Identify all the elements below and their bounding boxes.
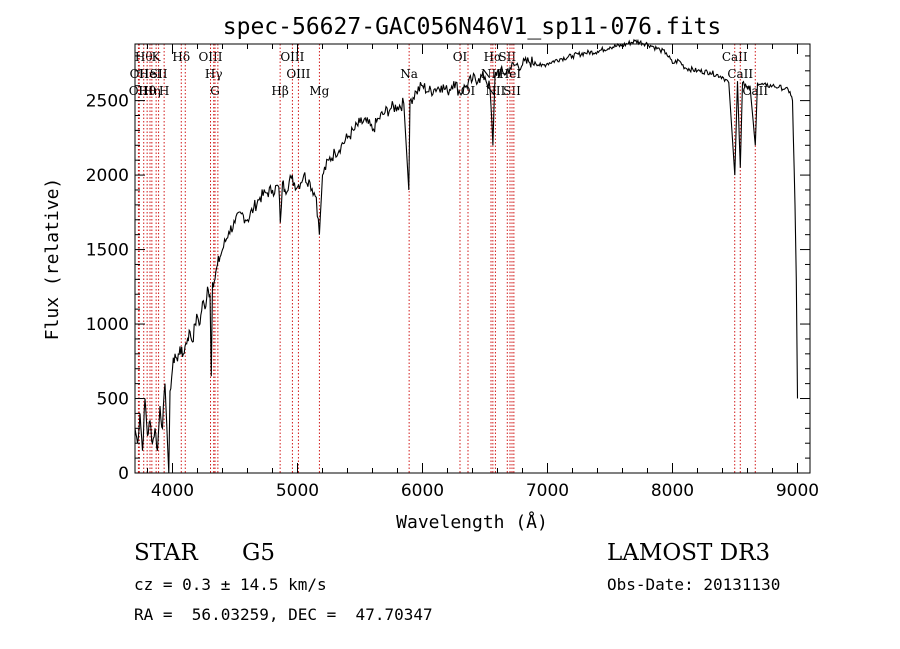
flux-series-line — [134, 38, 799, 474]
observation-date: Obs-Date: 20131130 — [607, 575, 781, 594]
object-type: STAR — [134, 540, 198, 566]
y-tick-label: 2000 — [86, 166, 129, 186]
coordinates: RA = 56.03259, DEC = 47.70347 — [134, 605, 433, 624]
x-tick-label: 8000 — [651, 481, 694, 501]
line-marker-label: OIII — [280, 50, 304, 64]
x-tick-label: 5000 — [276, 481, 319, 501]
x-tick-label: 9000 — [776, 481, 819, 501]
y-axis-label: Flux (relative) — [42, 178, 63, 341]
line-marker-label: Hθ — [135, 50, 153, 64]
line-marker-label: OI — [453, 50, 468, 64]
redshift-info: cz = 0.3 ± 14.5 km/s — [134, 575, 327, 594]
x-tick-label: 4000 — [151, 481, 194, 501]
line-marker-label: Hδ — [172, 50, 190, 64]
line-marker-label: NII — [481, 67, 501, 81]
x-tick-label: 6000 — [401, 481, 444, 501]
line-marker-label: OIII — [286, 67, 310, 81]
line-marker-label: CaII — [727, 67, 753, 81]
plot-frame — [134, 43, 811, 474]
y-tick-label: 500 — [97, 390, 129, 410]
x-tick-label: 7000 — [526, 481, 569, 501]
line-marker-label: SII — [498, 50, 516, 64]
line-marker-label: Mg — [309, 84, 329, 98]
y-tick-label: 2500 — [86, 92, 129, 112]
line-marker-label: HeI — [499, 67, 522, 81]
line-marker-label: Hα — [484, 50, 503, 64]
chart-title: spec-56627-GAC056N46V1_sp11-076.fits — [223, 14, 722, 40]
line-marker-label: Na — [400, 67, 418, 81]
line-marker-label: OIII — [198, 50, 222, 64]
y-tick-label: 1000 — [86, 315, 129, 335]
line-marker-label: SII — [503, 84, 521, 98]
x-axis-label: Wavelength (Å) — [396, 511, 548, 533]
spectral-subclass: G5 — [242, 540, 276, 566]
line-marker-label: HeI — [139, 67, 162, 81]
line-marker-label: K — [152, 50, 162, 64]
line-marker-label: Hβ — [271, 84, 288, 98]
survey-name: LAMOST DR3 — [607, 540, 771, 566]
line-marker-label: Hγ — [205, 67, 223, 81]
line-marker-label: H — [159, 84, 169, 98]
line-marker-label: G — [210, 84, 220, 98]
line-marker-label: OII — [130, 67, 150, 81]
y-tick-label: 0 — [118, 464, 129, 484]
axes: 4000 5000 6000 7000 8000 9000 0 500 1000 1500 2000… — [86, 43, 819, 501]
line-marker-label: CaII — [722, 50, 748, 64]
line-marker-label: SII — [150, 67, 168, 81]
y-tick-label: 1500 — [86, 241, 129, 261]
